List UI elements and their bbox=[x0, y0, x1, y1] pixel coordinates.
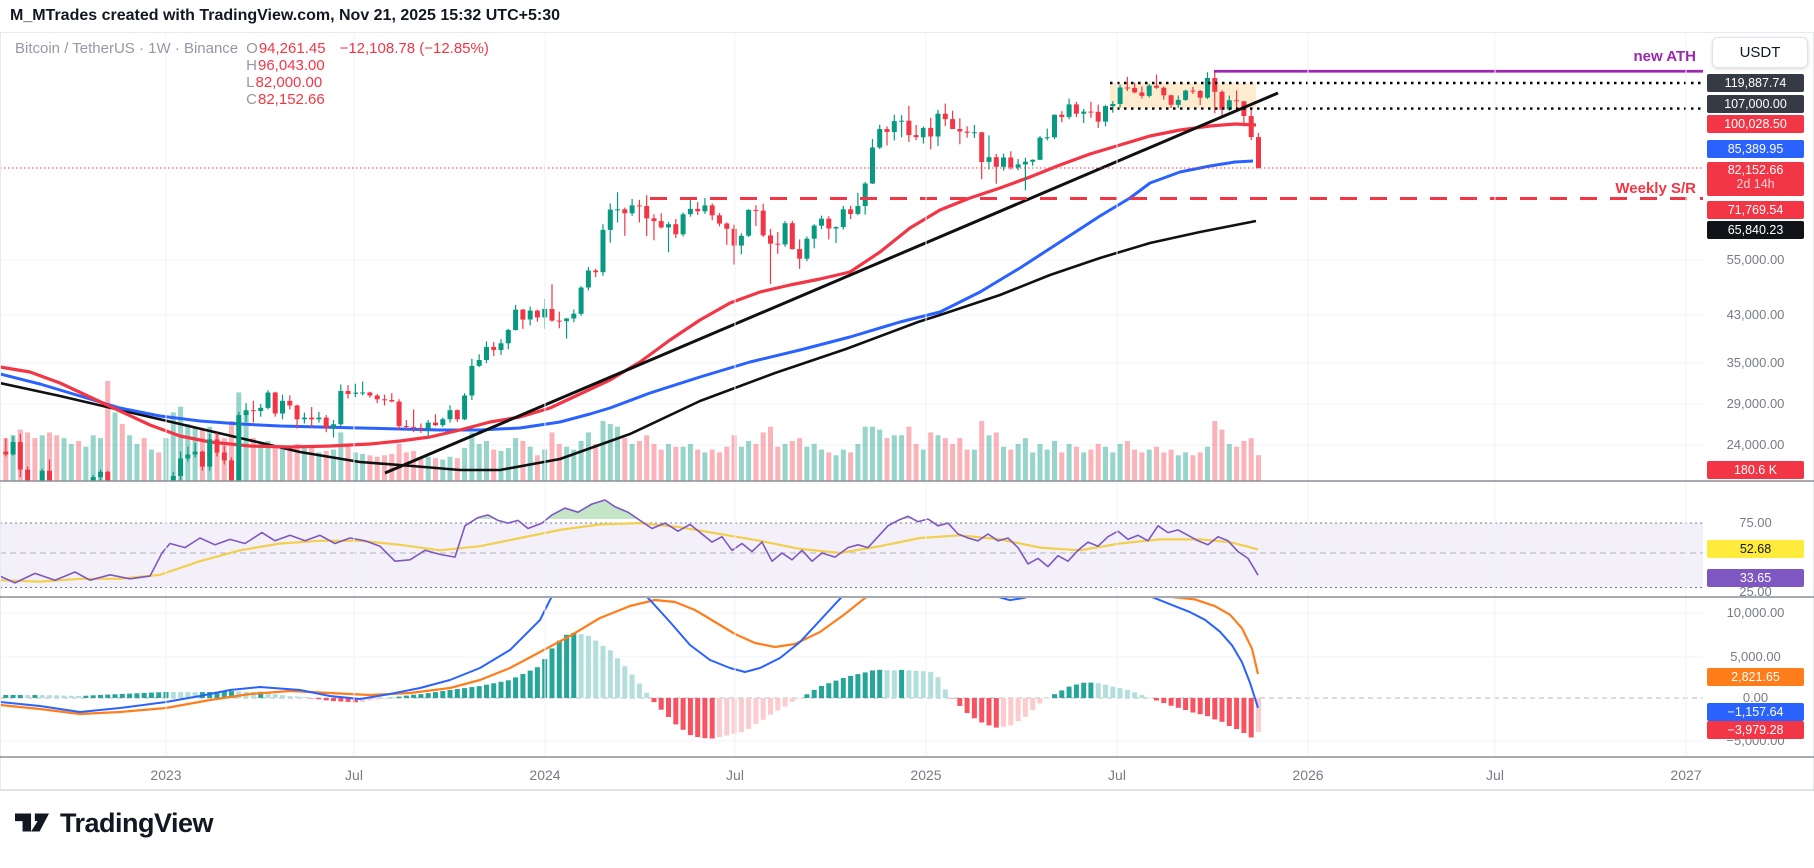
time-axis-label: 2024 bbox=[529, 767, 561, 783]
price-axis-tick: 43,000.00 bbox=[1726, 307, 1785, 322]
price-axis-chip: 33.65 bbox=[1707, 569, 1804, 587]
price-axis-chip: 180.6 K bbox=[1707, 461, 1804, 479]
time-axis-label: 2027 bbox=[1670, 767, 1702, 783]
price-axis-chip: 2,821.65 bbox=[1707, 668, 1804, 686]
macd-pane bbox=[0, 598, 1703, 742]
time-axis-label: Jul bbox=[726, 767, 744, 783]
rsi-axis-tick: 75.00 bbox=[1739, 515, 1772, 530]
macd-axis-tick: 10,000.00 bbox=[1726, 605, 1785, 620]
price-axis-chip: 52.68 bbox=[1707, 540, 1804, 558]
time-axis-label: Jul bbox=[1108, 767, 1126, 783]
ohlc-field: H 96,043.00 bbox=[246, 57, 325, 74]
price-axis-chip: 100,028.50 bbox=[1707, 115, 1804, 133]
new-ath-label[interactable]: new ATH bbox=[1633, 48, 1697, 65]
price-pane bbox=[0, 71, 1703, 481]
time-axis-label: Jul bbox=[345, 767, 363, 783]
price-axis-chip: 71,769.54 bbox=[1707, 201, 1804, 219]
rsi-pane bbox=[0, 499, 1703, 588]
ohlc-field: O 94,261.45 bbox=[246, 40, 326, 57]
symbol-legend[interactable]: Bitcoin / TetherUS · 1W · Binance O 94,26… bbox=[15, 40, 489, 108]
price-axis-chip: 85,389.95 bbox=[1707, 140, 1804, 158]
drawings-layer bbox=[0, 69, 1703, 475]
price-axis-tick: 29,000.00 bbox=[1726, 396, 1785, 411]
ohlc-values: O 94,261.45 H 96,043.00 L 82,000.00 C 82,152.66 bbox=[246, 40, 331, 108]
rsi-axis-tick: 25.00 bbox=[1739, 584, 1772, 599]
price-axis-chip: −3,979.28 bbox=[1707, 721, 1804, 739]
time-axis-label: 2025 bbox=[910, 767, 942, 783]
chart-canvas[interactable] bbox=[0, 0, 1814, 800]
time-axis-label: 2023 bbox=[150, 767, 182, 783]
ohlc-field: L 82,000.00 bbox=[246, 74, 323, 91]
price-axis-chip: 65,840.23 bbox=[1707, 221, 1804, 239]
price-axis-tick: 35,000.00 bbox=[1726, 355, 1785, 370]
price-axis-chip: 107,000.00 bbox=[1707, 95, 1804, 113]
brand-name: TradingView bbox=[60, 807, 214, 838]
time-axis-label: Jul bbox=[1486, 767, 1504, 783]
price-axis-chip: 119,887.74 bbox=[1707, 74, 1804, 92]
bar-countdown: 2d 14h bbox=[1736, 177, 1775, 191]
price-axis-tick: 55,000.00 bbox=[1726, 252, 1785, 267]
brand-mark-icon bbox=[15, 813, 49, 832]
symbol-description: Bitcoin / TetherUS · 1W · Binance bbox=[15, 40, 239, 57]
time-axis-label: 2026 bbox=[1292, 767, 1324, 783]
currency-button[interactable]: USDT bbox=[1712, 37, 1808, 68]
current-price-chip: 82,152.66 2d 14h bbox=[1707, 162, 1804, 196]
price-axis-tick: 24,000.00 bbox=[1726, 437, 1785, 452]
macd-axis-tick: 0.00 bbox=[1742, 690, 1769, 705]
current-price-value: 82,152.66 bbox=[1727, 163, 1784, 177]
macd-axis-tick: 5,000.00 bbox=[1730, 649, 1781, 664]
change-value: −12,108.78 (−12.85%) bbox=[339, 40, 489, 57]
tradingview-logo[interactable]: TradingView bbox=[13, 806, 214, 840]
weekly-sr-label[interactable]: Weekly S/R bbox=[1615, 180, 1696, 197]
watermark-title: M_MTrades created with TradingView.com, … bbox=[10, 7, 560, 24]
price-axis-chip: −1,157.64 bbox=[1707, 703, 1804, 721]
ohlc-field: C 82,152.66 bbox=[246, 91, 325, 108]
